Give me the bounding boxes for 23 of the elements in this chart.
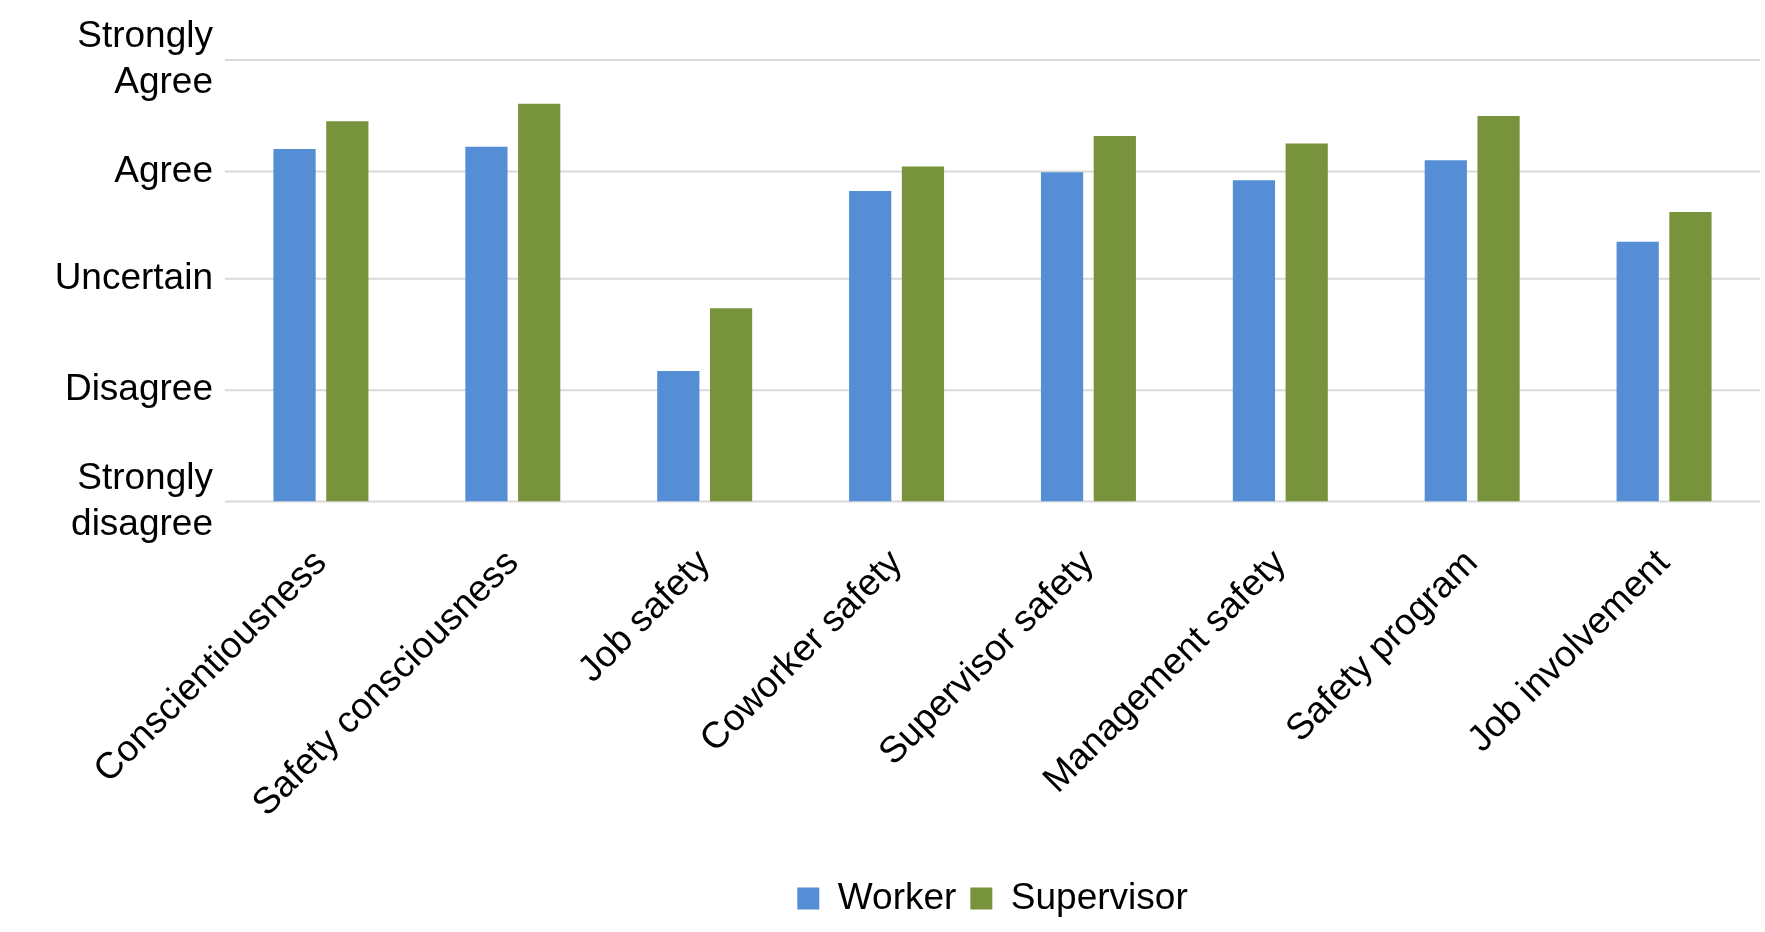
bar (273, 149, 316, 502)
bar (465, 146, 508, 502)
bar (709, 308, 753, 502)
legend-label: Supervisor (1010, 875, 1188, 917)
bar (1477, 116, 1520, 502)
legend-label: Worker (837, 875, 957, 917)
bar (657, 371, 700, 502)
bar (1040, 172, 1084, 502)
bar (1285, 143, 1328, 502)
ref-line-label: Strongly disagree (71, 455, 214, 543)
bar (326, 121, 369, 502)
bar (518, 103, 561, 502)
bar (1424, 160, 1467, 502)
bar (1232, 180, 1276, 502)
ref-line-label: Uncertain (54, 255, 213, 297)
ref-line-label: Agree (114, 148, 213, 190)
bar (849, 190, 892, 502)
bar (1669, 211, 1712, 502)
ref-line-label: Strongly Agree (77, 14, 214, 102)
bar (1093, 135, 1136, 502)
bar (901, 166, 945, 502)
bar (1616, 241, 1659, 502)
ref-line-label: Disagree (64, 367, 213, 409)
